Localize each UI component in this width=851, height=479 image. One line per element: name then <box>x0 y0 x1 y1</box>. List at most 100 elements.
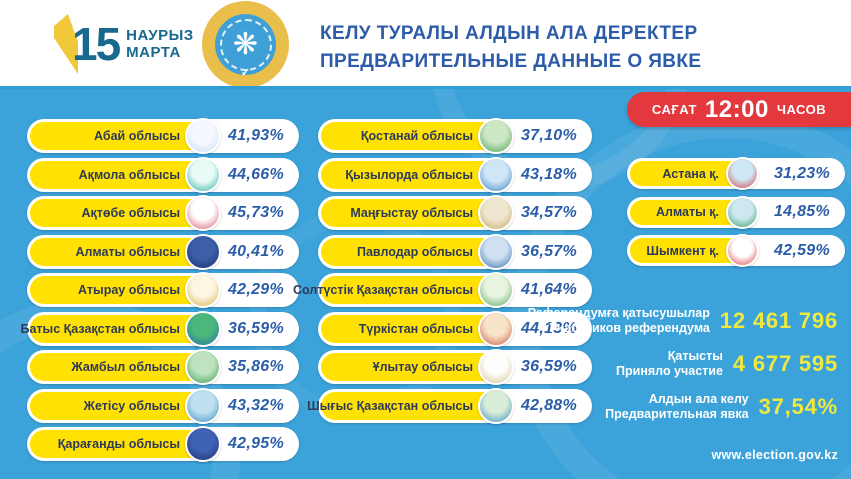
region-row: Павлодар облысы 36,57% <box>318 233 592 270</box>
region-name: Абай облысы <box>94 129 180 143</box>
header-divider <box>0 86 851 89</box>
regions-column-2: Қостанай облысы 37,10% Қызылорда облысы 43,… <box>293 118 592 427</box>
region-turnout-value: 42,95% <box>227 435 285 452</box>
stat-label: Референдумға қатысушылар Участников рефе… <box>528 306 710 336</box>
stat-label-ru: Участников референдума <box>549 321 710 335</box>
region-name-pill: Шымкент қ. <box>630 238 741 263</box>
region-turnout-value: 41,64% <box>520 281 578 298</box>
region-turnout-value: 36,59% <box>227 319 285 337</box>
region-emblem-icon <box>726 195 759 229</box>
region-emblem-icon <box>478 195 514 231</box>
stat-label-ru: Приняло участие <box>616 364 723 378</box>
region-row: Шымкент қ. 42,59% <box>627 234 845 267</box>
region-emblem-icon <box>185 387 221 424</box>
region-name: Алматы облысы <box>75 244 180 259</box>
region-name-pill: Батыс Қазақстан облысы <box>21 314 204 343</box>
region-row: Алматы облысы 40,41% <box>27 233 299 270</box>
logo-month: НАУРЫЗ МАРТА <box>126 27 194 62</box>
region-turnout-value: 14,85% <box>773 203 831 220</box>
region-row: Солтүстік Қазақстан облысы 41,64% <box>293 272 592 308</box>
region-name-pill: Қостанай облысы <box>321 122 497 150</box>
region-row: Ақмола облысы 44,66% <box>27 156 299 193</box>
region-row: Жамбыл облысы 35,86% <box>27 349 299 385</box>
region-name: Қостанай облысы <box>360 129 473 143</box>
region-name-pill: Қарағанды облысы <box>30 430 204 458</box>
region-turnout-value: 44,66% <box>227 165 285 183</box>
region-row: Атырау облысы 42,29% <box>27 272 299 308</box>
cec-seal-icon: ❋ ✓ <box>202 1 289 88</box>
region-name: Жетісу облысы <box>83 398 180 413</box>
region-turnout-value: 42,29% <box>227 281 285 298</box>
region-emblem-icon <box>726 234 759 267</box>
region-emblem-icon <box>185 349 221 385</box>
region-name: Павлодар облысы <box>357 244 473 259</box>
region-row: Алматы қ. 14,85% <box>627 195 845 229</box>
region-name: Ақтөбе облысы <box>81 206 180 220</box>
stat-took-part: Қатысты Приняло участие 4 677 595 <box>528 349 838 379</box>
region-name-pill: Жетісу облысы <box>30 391 204 420</box>
region-row: Маңғыстау облысы 34,57% <box>318 195 592 231</box>
region-row: Абай облысы 41,93% <box>27 118 299 154</box>
region-emblem-icon <box>185 118 221 154</box>
time-value: 12:00 <box>704 95 769 123</box>
header: 15 НАУРЫЗ МАРТА ❋ ✓ КЕЛУ ТУРАЛЫ АЛДЫН АЛ… <box>0 0 851 89</box>
region-name-pill: Ұлытау облысы <box>321 353 497 381</box>
page-title: КЕЛУ ТУРАЛЫ АЛДЫН АЛА ДЕРЕКТЕР ПРЕДВАРИТ… <box>320 20 701 75</box>
seal-check-icon: ✓ <box>240 67 251 79</box>
region-name: Атырау облысы <box>78 283 180 297</box>
region-emblem-icon <box>185 195 221 231</box>
region-turnout-value: 41,93% <box>227 127 285 144</box>
stat-turnout: Алдын ала келу Предварительная явка 37,5… <box>528 392 838 422</box>
region-name-pill: Солтүстік Қазақстан облысы <box>293 276 497 304</box>
region-row: Шығыс Қазақстан облысы 42,88% <box>307 387 592 424</box>
stat-value: 4 677 595 <box>732 351 838 376</box>
region-row: Ақтөбе облысы 45,73% <box>27 195 299 231</box>
region-name-pill: Атырау облысы <box>30 276 204 304</box>
region-emblem-icon <box>478 387 514 424</box>
region-turnout-value: 35,86% <box>227 358 285 375</box>
region-emblem-icon <box>478 156 514 193</box>
region-name: Солтүстік Қазақстан облысы <box>293 283 473 297</box>
region-name-pill: Шығыс Қазақстан облысы <box>307 391 497 420</box>
region-turnout-value: 44,13% <box>520 319 578 337</box>
stat-label: Алдын ала келу Предварительная явка <box>605 392 748 422</box>
region-turnout-value: 36,59% <box>520 358 578 375</box>
region-name-pill: Астана қ. <box>630 161 741 186</box>
stat-label-kk: Референдумға қатысушылар <box>527 306 710 320</box>
region-row: Батыс Қазақстан облысы 36,59% <box>21 310 299 347</box>
logo-day: 15 <box>72 18 121 70</box>
region-name-pill: Қызылорда облысы <box>321 160 497 189</box>
shanyrak-icon: ❋ <box>219 18 272 71</box>
region-name-pill: Алматы облысы <box>30 237 204 266</box>
region-emblem-icon <box>726 157 759 190</box>
region-turnout-value: 43,18% <box>520 165 578 183</box>
region-turnout-value: 43,32% <box>227 396 285 414</box>
cities-column: Астана қ. 31,23% Алматы қ. 14,85% Шымкент қ.… <box>627 157 845 274</box>
region-name: Алматы қ. <box>655 205 719 219</box>
region-emblem-icon <box>185 272 221 308</box>
region-name: Жамбыл облысы <box>71 360 180 374</box>
logo-month-kk: НАУРЫЗ <box>126 26 194 44</box>
region-turnout-value: 37,10% <box>520 127 578 144</box>
region-emblem-icon <box>478 272 514 308</box>
region-name: Маңғыстау облысы <box>350 206 473 220</box>
date-logo: 15 НАУРЫЗ МАРТА <box>52 12 194 76</box>
region-name: Ақмола облысы <box>78 167 180 182</box>
region-row: Астана қ. 31,23% <box>627 157 845 190</box>
website-link[interactable]: www.election.gov.kz <box>711 448 838 462</box>
time-label-kk: САҒАТ <box>651 102 697 117</box>
stat-label-kk: Қатысты <box>667 349 723 363</box>
stat-label-kk: Алдын ала келу <box>648 392 749 406</box>
region-name: Шығыс Қазақстан облысы <box>307 398 473 413</box>
region-name-pill: Ақтөбе облысы <box>30 199 204 227</box>
region-name-pill: Абай облысы <box>30 122 204 150</box>
region-row: Қызылорда облысы 43,18% <box>318 156 592 193</box>
region-name-pill: Алматы қ. <box>630 199 741 225</box>
region-name: Шымкент қ. <box>646 243 719 258</box>
region-emblem-icon <box>478 349 514 385</box>
stat-value: 37,54% <box>758 394 838 419</box>
stat-label-ru: Предварительная явка <box>605 407 749 421</box>
region-turnout-value: 36,57% <box>520 242 578 260</box>
region-row: Қостанай облысы 37,10% <box>318 118 592 154</box>
